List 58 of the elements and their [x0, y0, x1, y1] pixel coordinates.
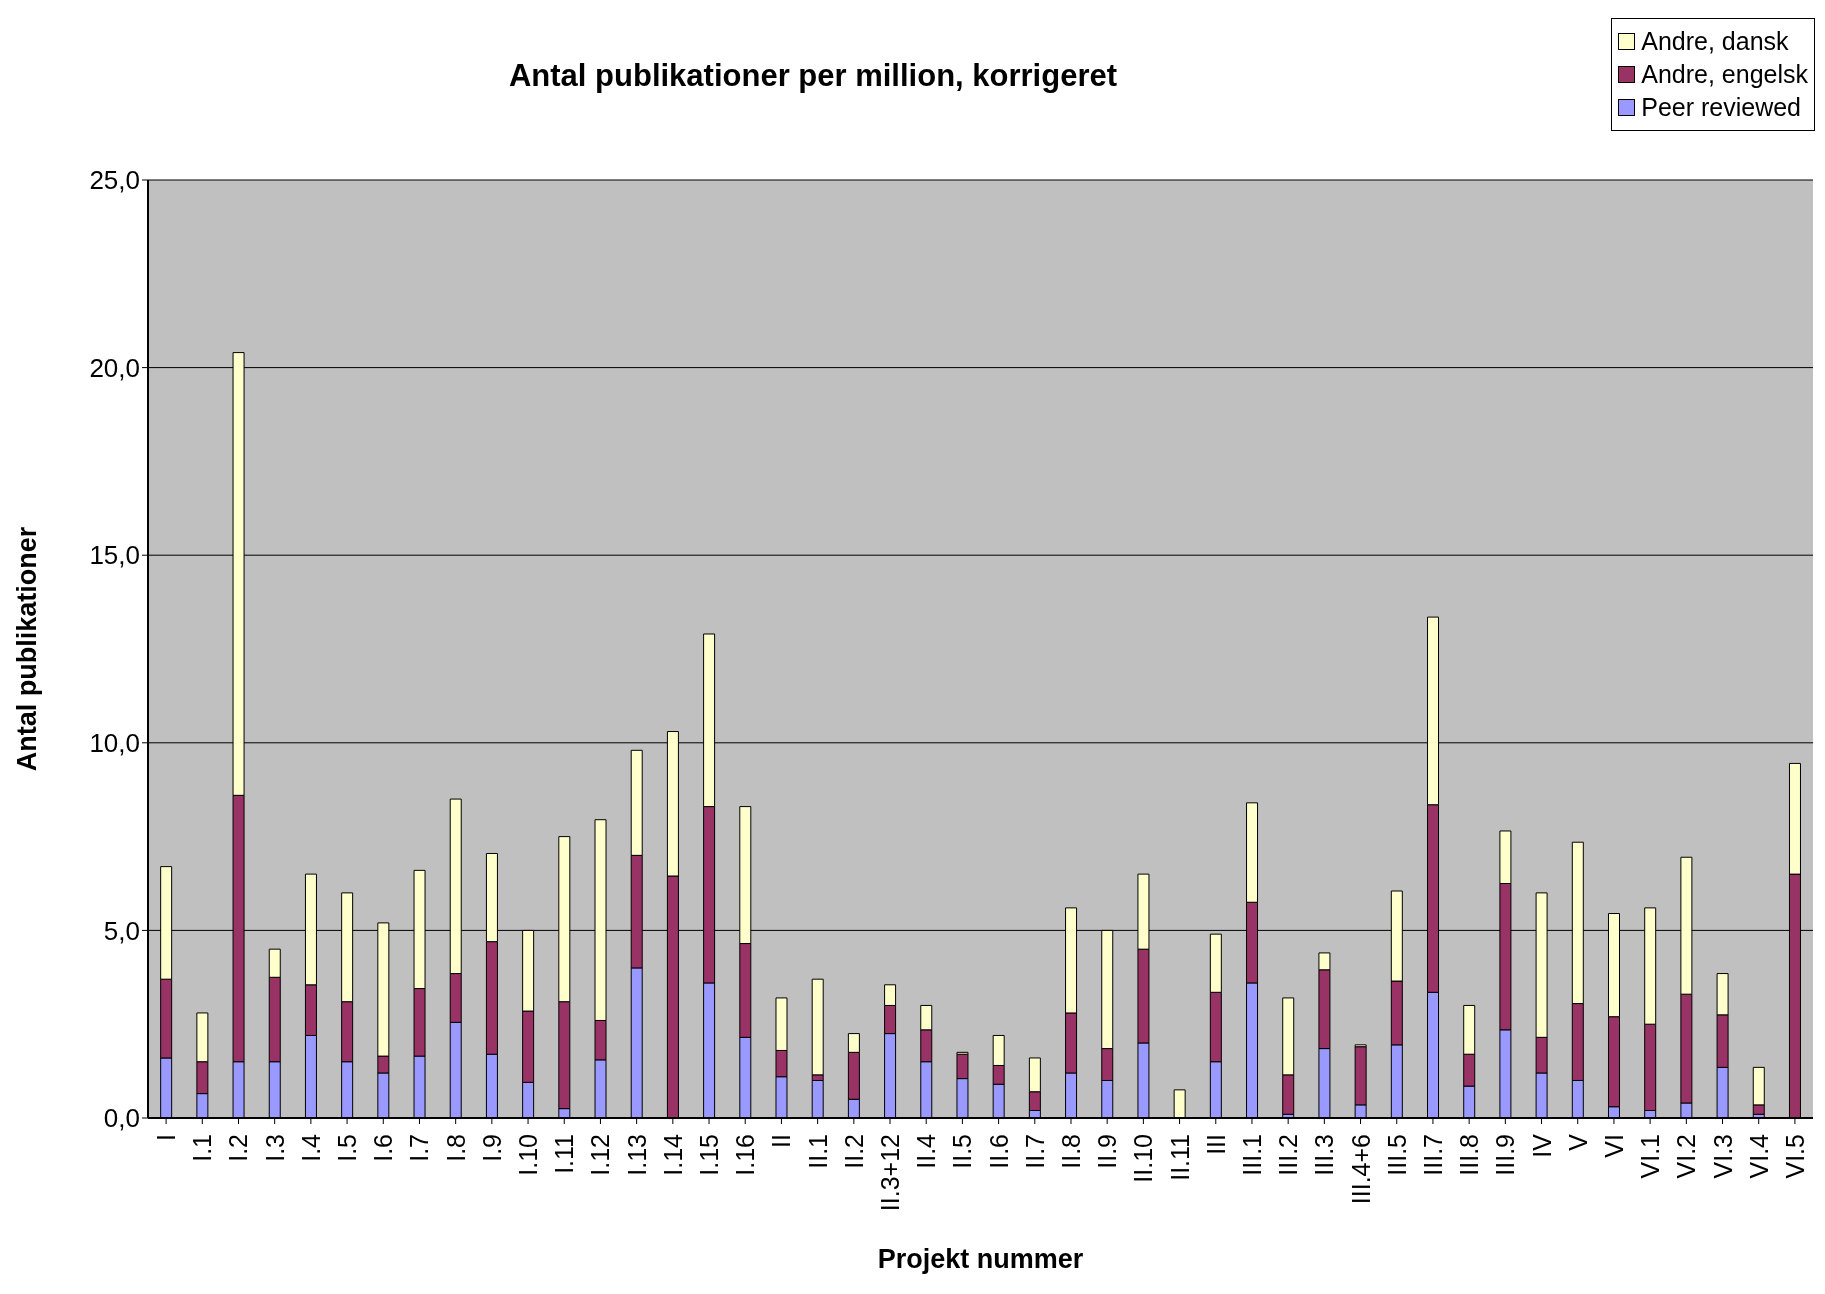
legend-label: Peer reviewed	[1641, 93, 1802, 122]
x-axis-title: Projekt nummer	[877, 1244, 1084, 1274]
x-tick-label: VI.3	[1708, 1134, 1737, 1179]
x-tick-label: I.16	[731, 1134, 760, 1176]
x-tick-label: II	[767, 1134, 796, 1148]
x-tick-label: III.9	[1491, 1134, 1520, 1176]
x-tick-label: II.6	[984, 1134, 1013, 1169]
x-tick-label: II.5	[948, 1134, 977, 1169]
x-tick-label: I.4	[296, 1133, 325, 1162]
x-tick-label: I.5	[333, 1134, 362, 1162]
x-tick-label: IV	[1527, 1133, 1556, 1158]
x-tick-label: I.7	[405, 1134, 434, 1162]
x-tick-label: III.2	[1274, 1134, 1303, 1176]
y-tick-label: 20,0	[89, 352, 140, 383]
y-tick-label: 25,0	[89, 165, 140, 196]
x-tick-label: I.10	[514, 1134, 543, 1176]
y-axis-title: Antal publikationer	[11, 526, 42, 772]
x-tick-label: V	[1563, 1133, 1592, 1151]
x-tick-label: III.7	[1418, 1134, 1447, 1176]
x-tick-label: I	[152, 1134, 181, 1141]
x-tick-label: III	[1201, 1134, 1230, 1155]
x-tick-label: III.5	[1382, 1134, 1411, 1176]
y-tick-label: 0,0	[103, 1103, 140, 1134]
y-tick-label: 15,0	[89, 540, 140, 571]
y-tick-label: 5,0	[103, 915, 140, 946]
x-tick-label: III.1	[1237, 1134, 1266, 1176]
x-tick-label: I.11	[550, 1134, 579, 1174]
x-tick-label: II.8	[1056, 1134, 1085, 1169]
x-tick-label: II.9	[1093, 1134, 1122, 1169]
x-tick-label: VI.4	[1744, 1133, 1773, 1179]
x-tick-label: VI.1	[1636, 1134, 1665, 1179]
x-tick-label: III.8	[1455, 1134, 1484, 1176]
x-tick-label: II.1	[803, 1134, 832, 1169]
x-tick-label: VI	[1599, 1134, 1628, 1158]
x-tick-label: II.4	[912, 1133, 941, 1169]
x-tick-label: I.12	[586, 1134, 615, 1176]
x-tick-label: II.2	[839, 1134, 868, 1169]
x-tick-label: I.1	[188, 1134, 217, 1162]
x-tick-label: II.7	[1020, 1134, 1049, 1169]
chart-title: Antal publikationer per million, korrigeret	[507, 58, 1118, 94]
x-tick-label: VI.5	[1780, 1134, 1809, 1179]
x-tick-label: VI.2	[1672, 1134, 1701, 1179]
x-tick-label: I.13	[622, 1134, 651, 1176]
x-tick-label: I.15	[695, 1134, 724, 1176]
y-tick-label: 10,0	[89, 728, 140, 759]
x-tick-label: II.3+12	[876, 1134, 905, 1212]
x-tick-label: I.6	[369, 1134, 398, 1162]
x-tick-label: I.8	[441, 1134, 470, 1162]
x-tick-label: II.11	[1165, 1134, 1194, 1181]
x-tick-label: III.4+6	[1346, 1134, 1375, 1205]
x-tick-label: III.3	[1310, 1134, 1339, 1176]
x-tick-label: I.9	[477, 1134, 506, 1162]
x-tick-label: I.14	[658, 1133, 687, 1176]
x-tick-label: I.3	[260, 1134, 289, 1162]
legend-label: Andre, engelsk	[1641, 60, 1808, 89]
x-tick-label: I.2	[224, 1134, 253, 1162]
x-tick-label: II.10	[1129, 1134, 1158, 1183]
legend-label: Andre, dansk	[1641, 27, 1789, 56]
